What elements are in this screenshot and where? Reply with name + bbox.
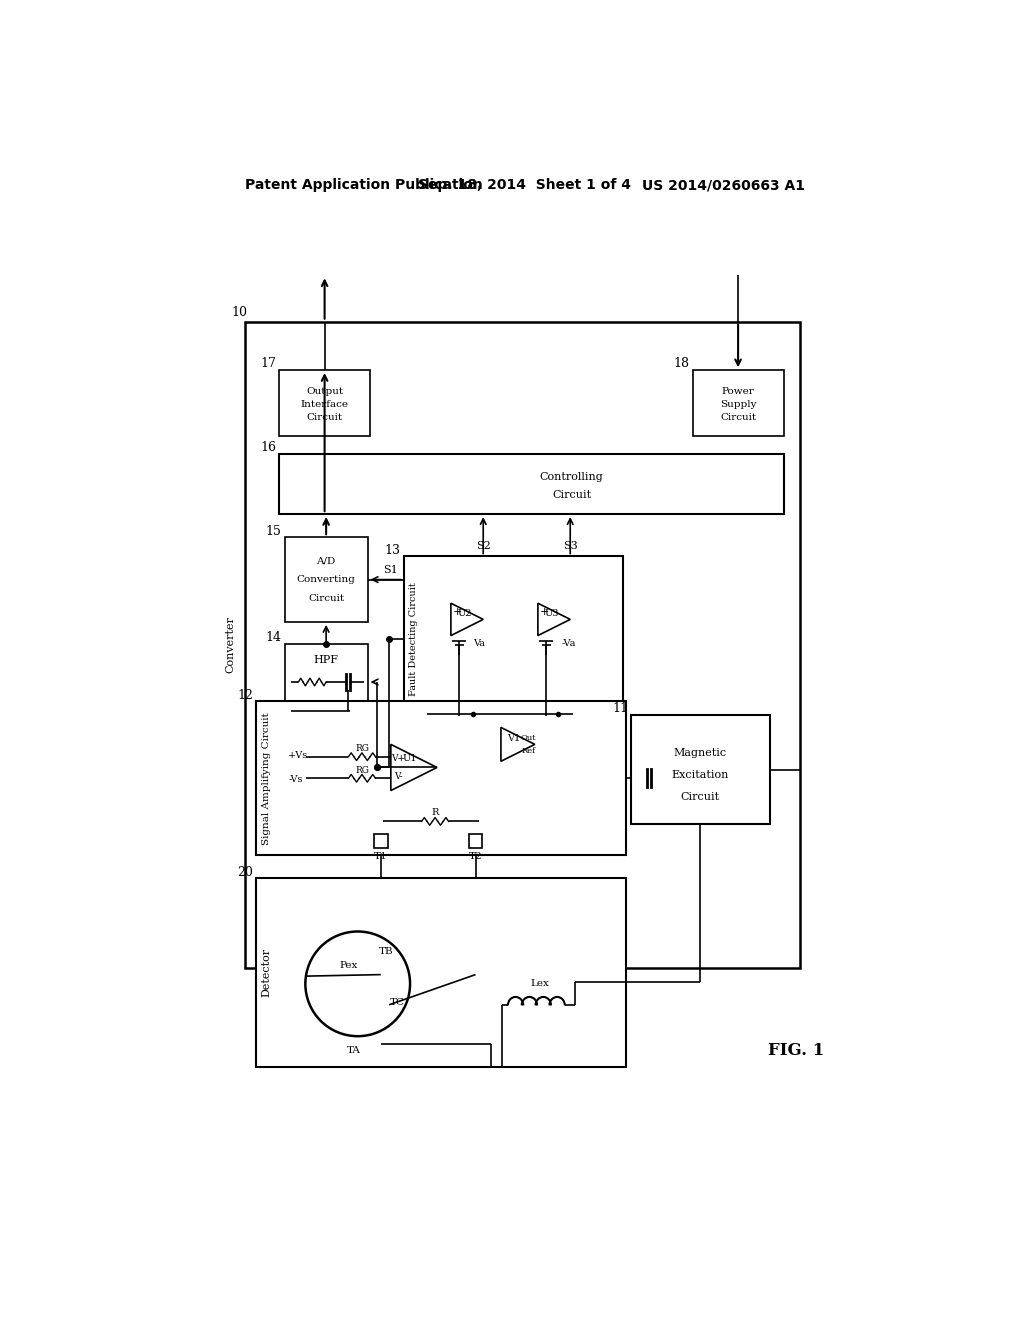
Text: 10: 10 bbox=[231, 306, 248, 319]
Text: 18: 18 bbox=[674, 358, 689, 371]
Text: Supply: Supply bbox=[720, 400, 757, 409]
Text: U2: U2 bbox=[458, 609, 472, 618]
Text: S2: S2 bbox=[476, 541, 490, 550]
Text: T1: T1 bbox=[374, 853, 388, 861]
Text: 16: 16 bbox=[260, 441, 276, 454]
Bar bbox=[469, 834, 482, 849]
Text: S1: S1 bbox=[383, 565, 398, 576]
Text: 14: 14 bbox=[265, 631, 282, 644]
Text: Output: Output bbox=[306, 387, 343, 396]
Bar bbox=[280, 370, 370, 436]
Text: V+: V+ bbox=[391, 754, 406, 763]
Text: Va: Va bbox=[473, 639, 485, 648]
Text: RG: RG bbox=[355, 744, 370, 754]
Bar bbox=[280, 454, 783, 515]
Text: US 2014/0260663 A1: US 2014/0260663 A1 bbox=[642, 178, 805, 193]
Text: Ref: Ref bbox=[521, 747, 536, 755]
Text: T2: T2 bbox=[469, 853, 482, 861]
Text: Detector: Detector bbox=[261, 948, 271, 997]
Text: TB: TB bbox=[379, 946, 394, 956]
Text: Out: Out bbox=[521, 734, 537, 742]
Text: TC: TC bbox=[389, 998, 404, 1007]
Text: HPF: HPF bbox=[313, 656, 339, 665]
Text: 13: 13 bbox=[385, 544, 400, 557]
Text: Circuit: Circuit bbox=[306, 413, 343, 422]
Text: FIG. 1: FIG. 1 bbox=[768, 1041, 824, 1059]
Text: Interface: Interface bbox=[301, 400, 348, 409]
Text: Sep. 18, 2014  Sheet 1 of 4: Sep. 18, 2014 Sheet 1 of 4 bbox=[418, 178, 632, 193]
Bar bbox=[256, 701, 626, 855]
Text: Fault Detecting Circuit: Fault Detecting Circuit bbox=[410, 582, 419, 696]
Text: -Va: -Va bbox=[562, 639, 577, 648]
Text: RG: RG bbox=[355, 766, 370, 775]
Text: Magnetic: Magnetic bbox=[674, 748, 727, 759]
Text: R: R bbox=[432, 808, 439, 817]
Text: 11: 11 bbox=[612, 702, 628, 715]
Text: V1: V1 bbox=[508, 734, 520, 743]
Text: U1: U1 bbox=[402, 754, 418, 763]
Text: 17: 17 bbox=[260, 358, 276, 371]
Text: Circuit: Circuit bbox=[308, 594, 344, 603]
Text: Converter: Converter bbox=[225, 616, 236, 673]
Text: S3: S3 bbox=[563, 541, 578, 550]
Bar bbox=[631, 715, 770, 825]
Text: Power: Power bbox=[722, 387, 755, 396]
Text: +: + bbox=[454, 607, 463, 616]
Text: +Vs: +Vs bbox=[289, 751, 308, 759]
Text: Converting: Converting bbox=[297, 576, 355, 583]
Bar bbox=[256, 878, 626, 1067]
Text: Excitation: Excitation bbox=[672, 771, 729, 780]
Bar bbox=[245, 322, 801, 969]
Text: Circuit: Circuit bbox=[552, 490, 591, 500]
Bar bbox=[374, 834, 388, 849]
Text: 20: 20 bbox=[238, 866, 253, 879]
Text: U3: U3 bbox=[545, 609, 559, 618]
Text: Patent Application Publication: Patent Application Publication bbox=[245, 178, 482, 193]
Text: Signal Amplifying Circuit: Signal Amplifying Circuit bbox=[261, 711, 270, 845]
Text: 12: 12 bbox=[238, 689, 253, 702]
Text: 15: 15 bbox=[265, 524, 282, 537]
Text: TA: TA bbox=[347, 1045, 360, 1055]
Text: A/D: A/D bbox=[316, 557, 336, 565]
Bar bbox=[285, 537, 368, 622]
Bar bbox=[285, 644, 368, 721]
Text: Controlling: Controlling bbox=[540, 473, 603, 482]
Text: Circuit: Circuit bbox=[720, 413, 756, 422]
Text: Circuit: Circuit bbox=[681, 792, 720, 803]
Text: V-: V- bbox=[394, 772, 402, 781]
Text: -Vs: -Vs bbox=[289, 775, 303, 784]
Text: Pex: Pex bbox=[339, 961, 357, 970]
Text: Lex: Lex bbox=[530, 979, 550, 989]
Text: +: + bbox=[540, 607, 550, 616]
Bar bbox=[403, 557, 624, 722]
Bar bbox=[692, 370, 783, 436]
